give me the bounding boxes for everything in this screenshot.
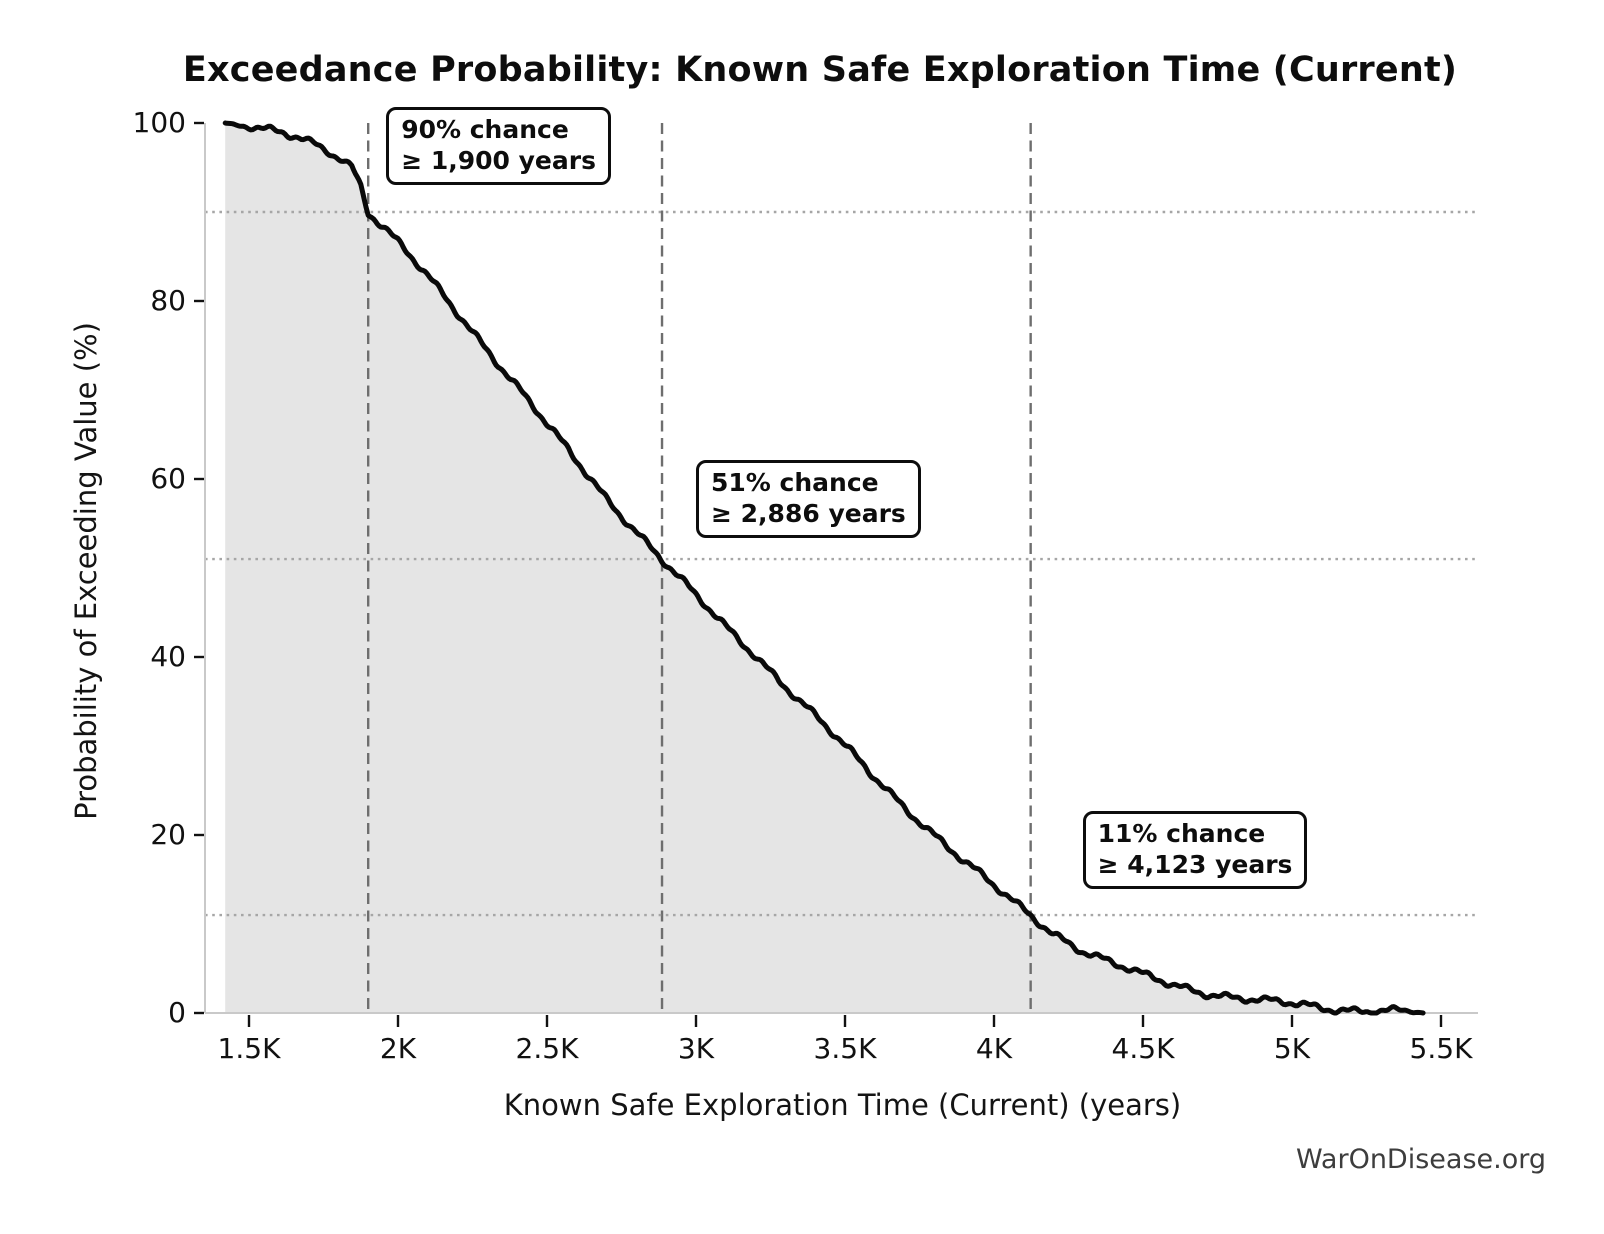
y-tick-label-60: 60	[150, 462, 186, 495]
annotation-51-percent: 51% chance ≥ 2,886 years	[696, 460, 921, 539]
x-tick-label-3K: 3K	[677, 1032, 715, 1065]
annotation-90-line1: 90% chance	[401, 115, 569, 144]
y-axis-label: Probability of Exceeding Value (%)	[69, 322, 103, 820]
annotation-90-line2: ≥ 1,900 years	[401, 146, 596, 175]
annotation-51-line1: 51% chance	[711, 468, 879, 498]
annotation-11-line1: 11% chance	[1097, 819, 1266, 849]
y-tick-label-80: 80	[150, 284, 186, 317]
chart-title: Exceedance Probability: Known Safe Explo…	[182, 50, 1458, 90]
y-tick-label-20: 20	[150, 818, 186, 851]
x-tick-label-5K: 5K	[1273, 1032, 1311, 1065]
x-tick-label-1.5K: 1.5K	[217, 1032, 281, 1065]
x-tick-label-2K: 2K	[379, 1032, 417, 1065]
exceedance-curve	[222, 120, 1426, 1016]
y-tick-label-0: 0	[168, 996, 186, 1029]
annotation-11-percent: 11% chance ≥ 4,123 years	[1082, 811, 1308, 890]
x-tick-label-3.5K: 3.5K	[813, 1032, 877, 1065]
area-fill	[225, 123, 1424, 1013]
x-tick-label-2.5K: 2.5K	[515, 1032, 579, 1065]
annotation-11-line2: ≥ 4,123 years	[1097, 850, 1293, 880]
watermark: WarOnDisease.org	[1295, 1144, 1546, 1175]
x-axis-label: Known Safe Exploration Time (Current) (y…	[503, 1088, 1182, 1122]
y-tick-label-100: 100	[132, 106, 186, 139]
x-tick-label-4K: 4K	[975, 1032, 1013, 1065]
annotation-90-percent: 90% chance ≥ 1,900 years	[386, 107, 611, 185]
x-tick-label-5.5K: 5.5K	[1409, 1032, 1473, 1065]
y-tick-label-40: 40	[150, 640, 186, 673]
annotation-51-line2: ≥ 2,886 years	[711, 499, 906, 529]
x-tick-label-4.5K: 4.5K	[1111, 1032, 1175, 1065]
